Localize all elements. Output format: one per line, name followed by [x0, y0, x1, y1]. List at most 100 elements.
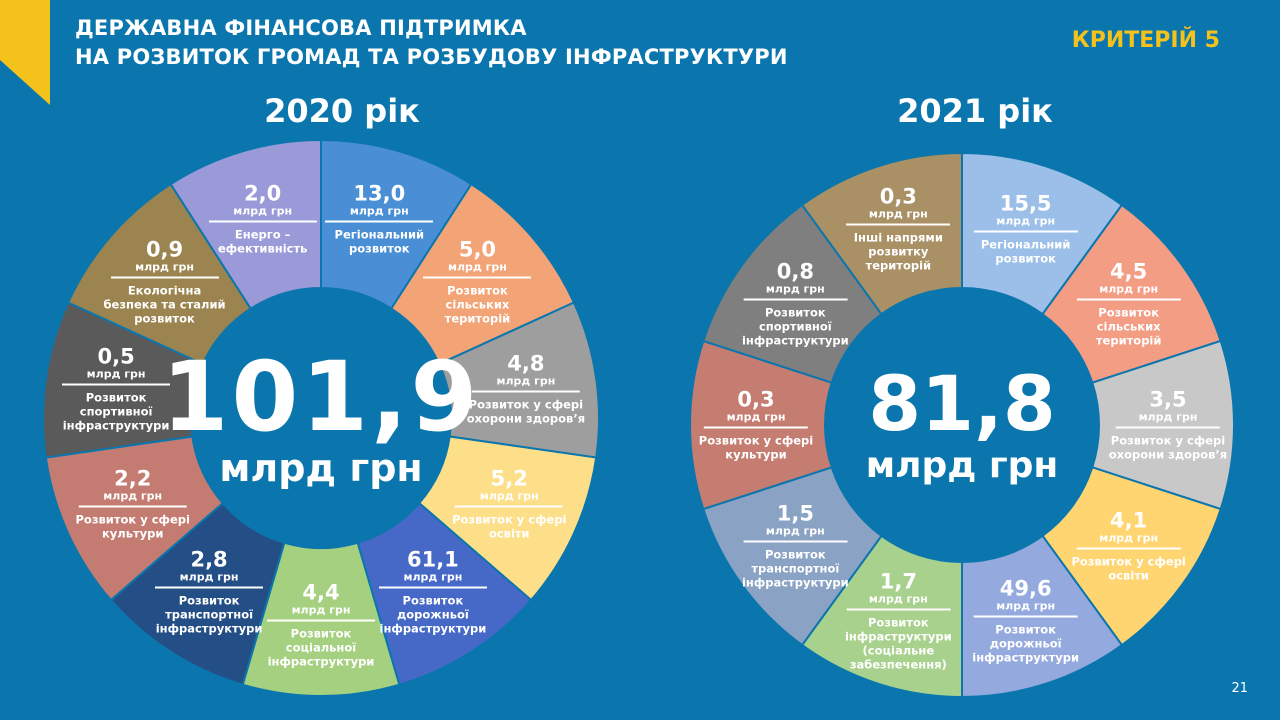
page-title-line2: НА РОЗВИТОК ГРОМАД ТА РОЗБУДОВУ ІНФРАСТР…: [75, 45, 788, 69]
slice-value: 61,1: [406, 547, 459, 572]
slice-value-unit: млрд грн: [996, 214, 1056, 228]
slice-value: 0,9: [145, 237, 184, 262]
slice-value-unit: млрд грн: [726, 410, 786, 424]
slice-label: 2,2 млрд грн Розвиток у сфері культури: [75, 467, 189, 540]
chart-2020-total-unit: млрд грн: [219, 446, 423, 490]
slice-divider: [208, 220, 317, 223]
slice-description: Розвиток у сфері охорони здоров’я: [1108, 433, 1228, 462]
slice-description: Розвиток спортивної інфраструктури: [741, 305, 849, 348]
slice-value-unit: млрд грн: [135, 260, 194, 274]
slice-label: 49,6 млрд грн Розвиток дорожньої інфраструкт…: [972, 577, 1079, 664]
chart-2021-title: 2021 рік: [897, 92, 1053, 130]
slice-description: Інші напрями розвитку територій: [853, 230, 943, 273]
slice-value-unit: млрд грн: [1099, 531, 1159, 545]
slice-label: 0,9 млрд грн Екологічна безпека та сталий ро…: [104, 239, 226, 326]
slice-label: 2,0 млрд грн Енерго – ефективність: [208, 181, 317, 256]
slice-label: 4,1 млрд грн Розвиток у сфері освіти: [1071, 510, 1185, 583]
corner-decoration: [0, 0, 50, 105]
slice-description: Розвиток сільських територій: [1095, 305, 1162, 348]
slice-value-unit: млрд грн: [233, 204, 293, 218]
slice-divider: [62, 383, 171, 386]
slice-description: Розвиток у сфері культури: [75, 512, 190, 541]
slice-divider: [378, 586, 487, 589]
slice-description: Регіональний розвиток: [334, 227, 425, 256]
donut-slice: [800, 151, 963, 316]
slice-value: 0,8: [776, 259, 814, 284]
slice-value-unit: млрд грн: [868, 207, 928, 221]
slice-description: Розвиток інфраструктури (соціальне забезпеч…: [844, 615, 952, 672]
slice-divider: [846, 608, 951, 611]
slice-value: 15,5: [999, 191, 1052, 216]
slice-value: 0,5: [97, 344, 135, 369]
slice-value: 0,3: [737, 387, 775, 412]
slice-value-unit: млрд грн: [291, 603, 351, 617]
slice-description: Енерго – ефективність: [217, 227, 308, 256]
slice-value-unit: млрд грн: [765, 524, 825, 538]
slice-divider: [743, 540, 848, 543]
slice-value-unit: млрд грн: [1099, 282, 1159, 296]
slice-description: Розвиток у сфері освіти: [1071, 554, 1186, 583]
slice-description: Розвиток транспортної інфраструктури: [155, 593, 263, 636]
slice-divider: [973, 230, 1078, 233]
slice-value: 4,8: [507, 351, 545, 376]
slice-label: 5,2 млрд грн Розвиток у сфері освіти: [452, 467, 566, 540]
slice-divider: [78, 505, 187, 508]
slice-value: 5,2: [490, 466, 528, 491]
slice-label: 0,3 млрд грн Розвиток у сфері культури: [699, 389, 813, 462]
slice-description: Розвиток соціальної інфраструктури: [267, 626, 375, 669]
slice-value: 2,2: [114, 466, 152, 491]
slice-description: Розвиток у сфері охорони здоров’я: [466, 397, 586, 426]
slice-value: 4,4: [302, 580, 340, 605]
slice-label: 5,0 млрд грн Розвиток сільських територій: [423, 237, 532, 326]
slice-label: 0,3 млрд грн Інші напрями розвитку територій: [846, 186, 951, 273]
slice-divider: [455, 505, 564, 508]
slice-divider: [703, 426, 808, 429]
page-title: ДЕРЖАВНА ФІНАНСОВА ПІДТРИМКА НА РОЗВИТОК…: [75, 14, 788, 72]
slice-description: Розвиток транспортної інфраструктури: [741, 547, 849, 590]
slice-value-unit: млрд грн: [403, 570, 463, 584]
slice-label: 15,5 млрд грн Регіональний розвиток: [973, 191, 1078, 266]
slice-divider: [846, 223, 951, 226]
slice-divider: [267, 619, 375, 622]
slice-divider: [155, 586, 264, 589]
slice-description: Розвиток дорожньої інфраструктури: [379, 593, 487, 636]
page-number: 21: [1231, 681, 1248, 696]
slice-value: 13,0: [353, 181, 406, 206]
slice-label: 1,7 млрд грн Розвиток інфраструктури (соціал…: [845, 570, 952, 671]
slice-divider: [1116, 426, 1220, 429]
slice-value-unit: млрд грн: [349, 204, 409, 218]
chart-2020-title: 2020 рік: [264, 92, 420, 130]
slice-value-unit: млрд грн: [496, 374, 556, 388]
slice-value: 4,1: [1110, 508, 1148, 533]
chart-2021-total: 81,8: [868, 359, 1056, 448]
chart-2020-center: 101,9 млрд грн: [162, 349, 481, 487]
slice-label: 3,5 млрд грн Розвиток у сфері охорони здоро…: [1109, 389, 1227, 462]
slice-value-unit: млрд грн: [765, 282, 825, 296]
slice-value: 5,0: [458, 237, 497, 262]
slice-value: 49,6: [999, 576, 1052, 601]
slice-value-unit: млрд грн: [103, 489, 163, 503]
donut-slice: [169, 138, 322, 311]
slice-description: Розвиток спортивної інфраструктури: [62, 390, 170, 433]
slice-value-unit: млрд грн: [479, 489, 539, 503]
slice-label: 1,5 млрд грн Розвиток транспортної інфрастру…: [742, 503, 849, 590]
slice-value-unit: млрд грн: [448, 260, 507, 274]
slice-value: 1,7: [879, 569, 917, 594]
slice-label: 4,4 млрд грн Розвиток соціальної інфраструкт…: [267, 582, 375, 669]
criteria-badge: КРИТЕРІЙ 5: [1071, 28, 1220, 53]
slice-label: 0,8 млрд грн Розвиток спортивної інфраструкт…: [742, 260, 849, 347]
slice-label: 2,8 млрд грн Розвиток транспортної інфрастру…: [155, 549, 264, 636]
slice-value: 2,0: [244, 181, 282, 206]
chart-2021-total-unit: млрд грн: [865, 445, 1059, 486]
slice-divider: [1076, 547, 1181, 550]
slice-divider: [1076, 298, 1181, 301]
slice-value-unit: млрд грн: [868, 592, 928, 606]
slice-value-unit: млрд грн: [179, 570, 239, 584]
slice-label: 0,5 млрд грн Розвиток спортивної інфраструкт…: [62, 344, 171, 433]
slice-divider: [743, 298, 848, 301]
slice-value-unit: млрд грн: [1138, 410, 1198, 424]
slice-description: Розвиток сільських територій: [444, 283, 511, 326]
slice-divider: [471, 390, 580, 393]
slice-label: 4,8 млрд грн Розвиток у сфері охорони здоро…: [467, 352, 585, 425]
